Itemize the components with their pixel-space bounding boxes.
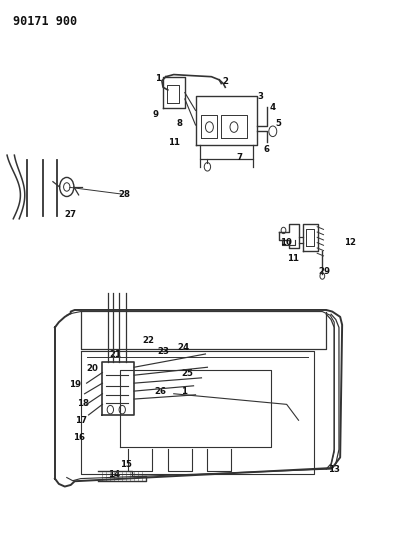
Text: 19: 19: [69, 379, 81, 389]
Text: 90171 900: 90171 900: [13, 14, 77, 28]
Text: 13: 13: [328, 465, 340, 473]
Text: 10: 10: [280, 238, 292, 247]
Text: 5: 5: [276, 119, 282, 128]
Text: 15: 15: [120, 460, 132, 469]
Text: 12: 12: [344, 238, 356, 247]
Text: 4: 4: [270, 103, 276, 112]
Text: 17: 17: [75, 416, 87, 425]
Text: 29: 29: [318, 268, 330, 276]
Text: 8: 8: [177, 119, 183, 128]
Text: 1: 1: [155, 74, 161, 83]
Text: 24: 24: [178, 343, 190, 352]
Text: 23: 23: [157, 347, 169, 356]
Text: 20: 20: [87, 364, 99, 373]
Text: 2: 2: [222, 77, 228, 86]
Text: 6: 6: [264, 146, 270, 155]
Text: 11: 11: [168, 139, 180, 148]
Text: 27: 27: [65, 210, 77, 219]
Text: 18: 18: [77, 399, 89, 408]
Text: 3: 3: [258, 92, 264, 101]
Text: 28: 28: [118, 190, 130, 199]
Text: 25: 25: [181, 369, 193, 378]
Text: 16: 16: [73, 433, 85, 442]
Text: 14: 14: [108, 470, 120, 479]
Text: 1: 1: [181, 386, 187, 395]
Text: 26: 26: [154, 386, 166, 395]
Text: 9: 9: [153, 110, 159, 119]
Text: 21: 21: [109, 350, 122, 359]
Text: 7: 7: [236, 153, 242, 162]
Text: 11: 11: [286, 254, 298, 263]
Text: 22: 22: [142, 336, 154, 345]
